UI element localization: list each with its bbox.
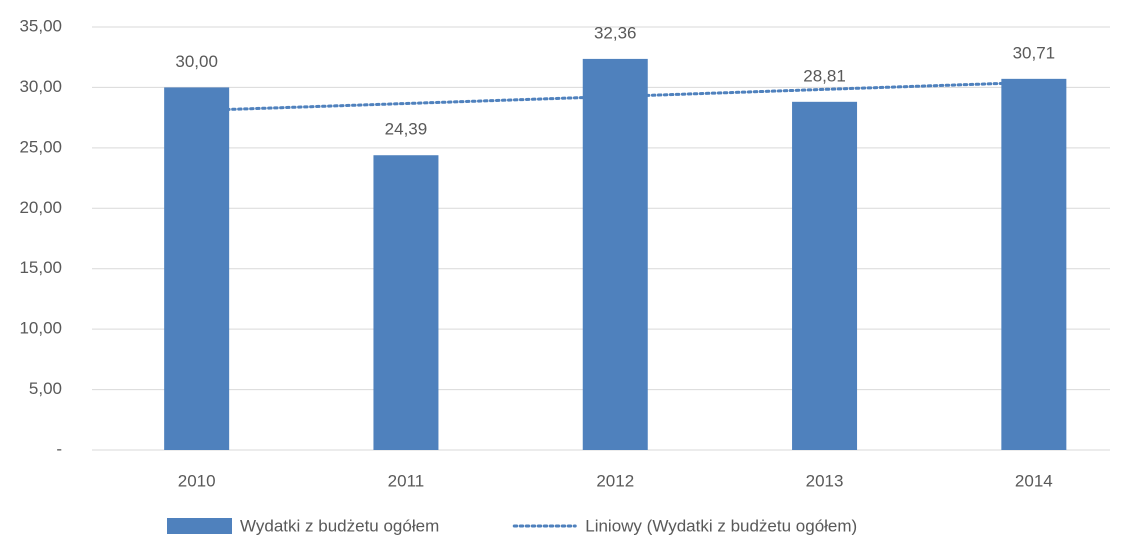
- x-tick-label: 2012: [596, 471, 634, 490]
- x-tick-label: 2014: [1015, 471, 1053, 490]
- data-label: 24,39: [385, 120, 428, 139]
- legend-label: Wydatki z budżetu ogółem: [240, 516, 439, 535]
- x-tick-label: 2013: [806, 471, 844, 490]
- y-tick-label: 30,00: [19, 77, 62, 96]
- bar: [582, 58, 648, 451]
- bar: [792, 101, 858, 450]
- y-tick-label: 10,00: [19, 319, 62, 338]
- y-tick-label: 35,00: [19, 16, 62, 35]
- y-tick-label: 25,00: [19, 137, 62, 156]
- legend-swatch: [167, 518, 232, 534]
- x-tick-label: 2010: [178, 471, 216, 490]
- x-tick-label: 2011: [388, 471, 425, 490]
- legend-label: Liniowy (Wydatki z budżetu ogółem): [585, 516, 857, 535]
- data-label: 30,71: [1013, 43, 1056, 62]
- data-label: 28,81: [803, 66, 846, 85]
- bar: [1001, 78, 1067, 450]
- y-tick-label: 5,00: [29, 379, 62, 398]
- data-label: 30,00: [175, 52, 218, 71]
- y-tick-label: 15,00: [19, 258, 62, 277]
- y-tick-label: 20,00: [19, 198, 62, 217]
- bar: [373, 155, 439, 450]
- bar: [164, 87, 230, 450]
- data-label: 32,36: [594, 23, 637, 42]
- y-tick-label: -: [56, 439, 62, 458]
